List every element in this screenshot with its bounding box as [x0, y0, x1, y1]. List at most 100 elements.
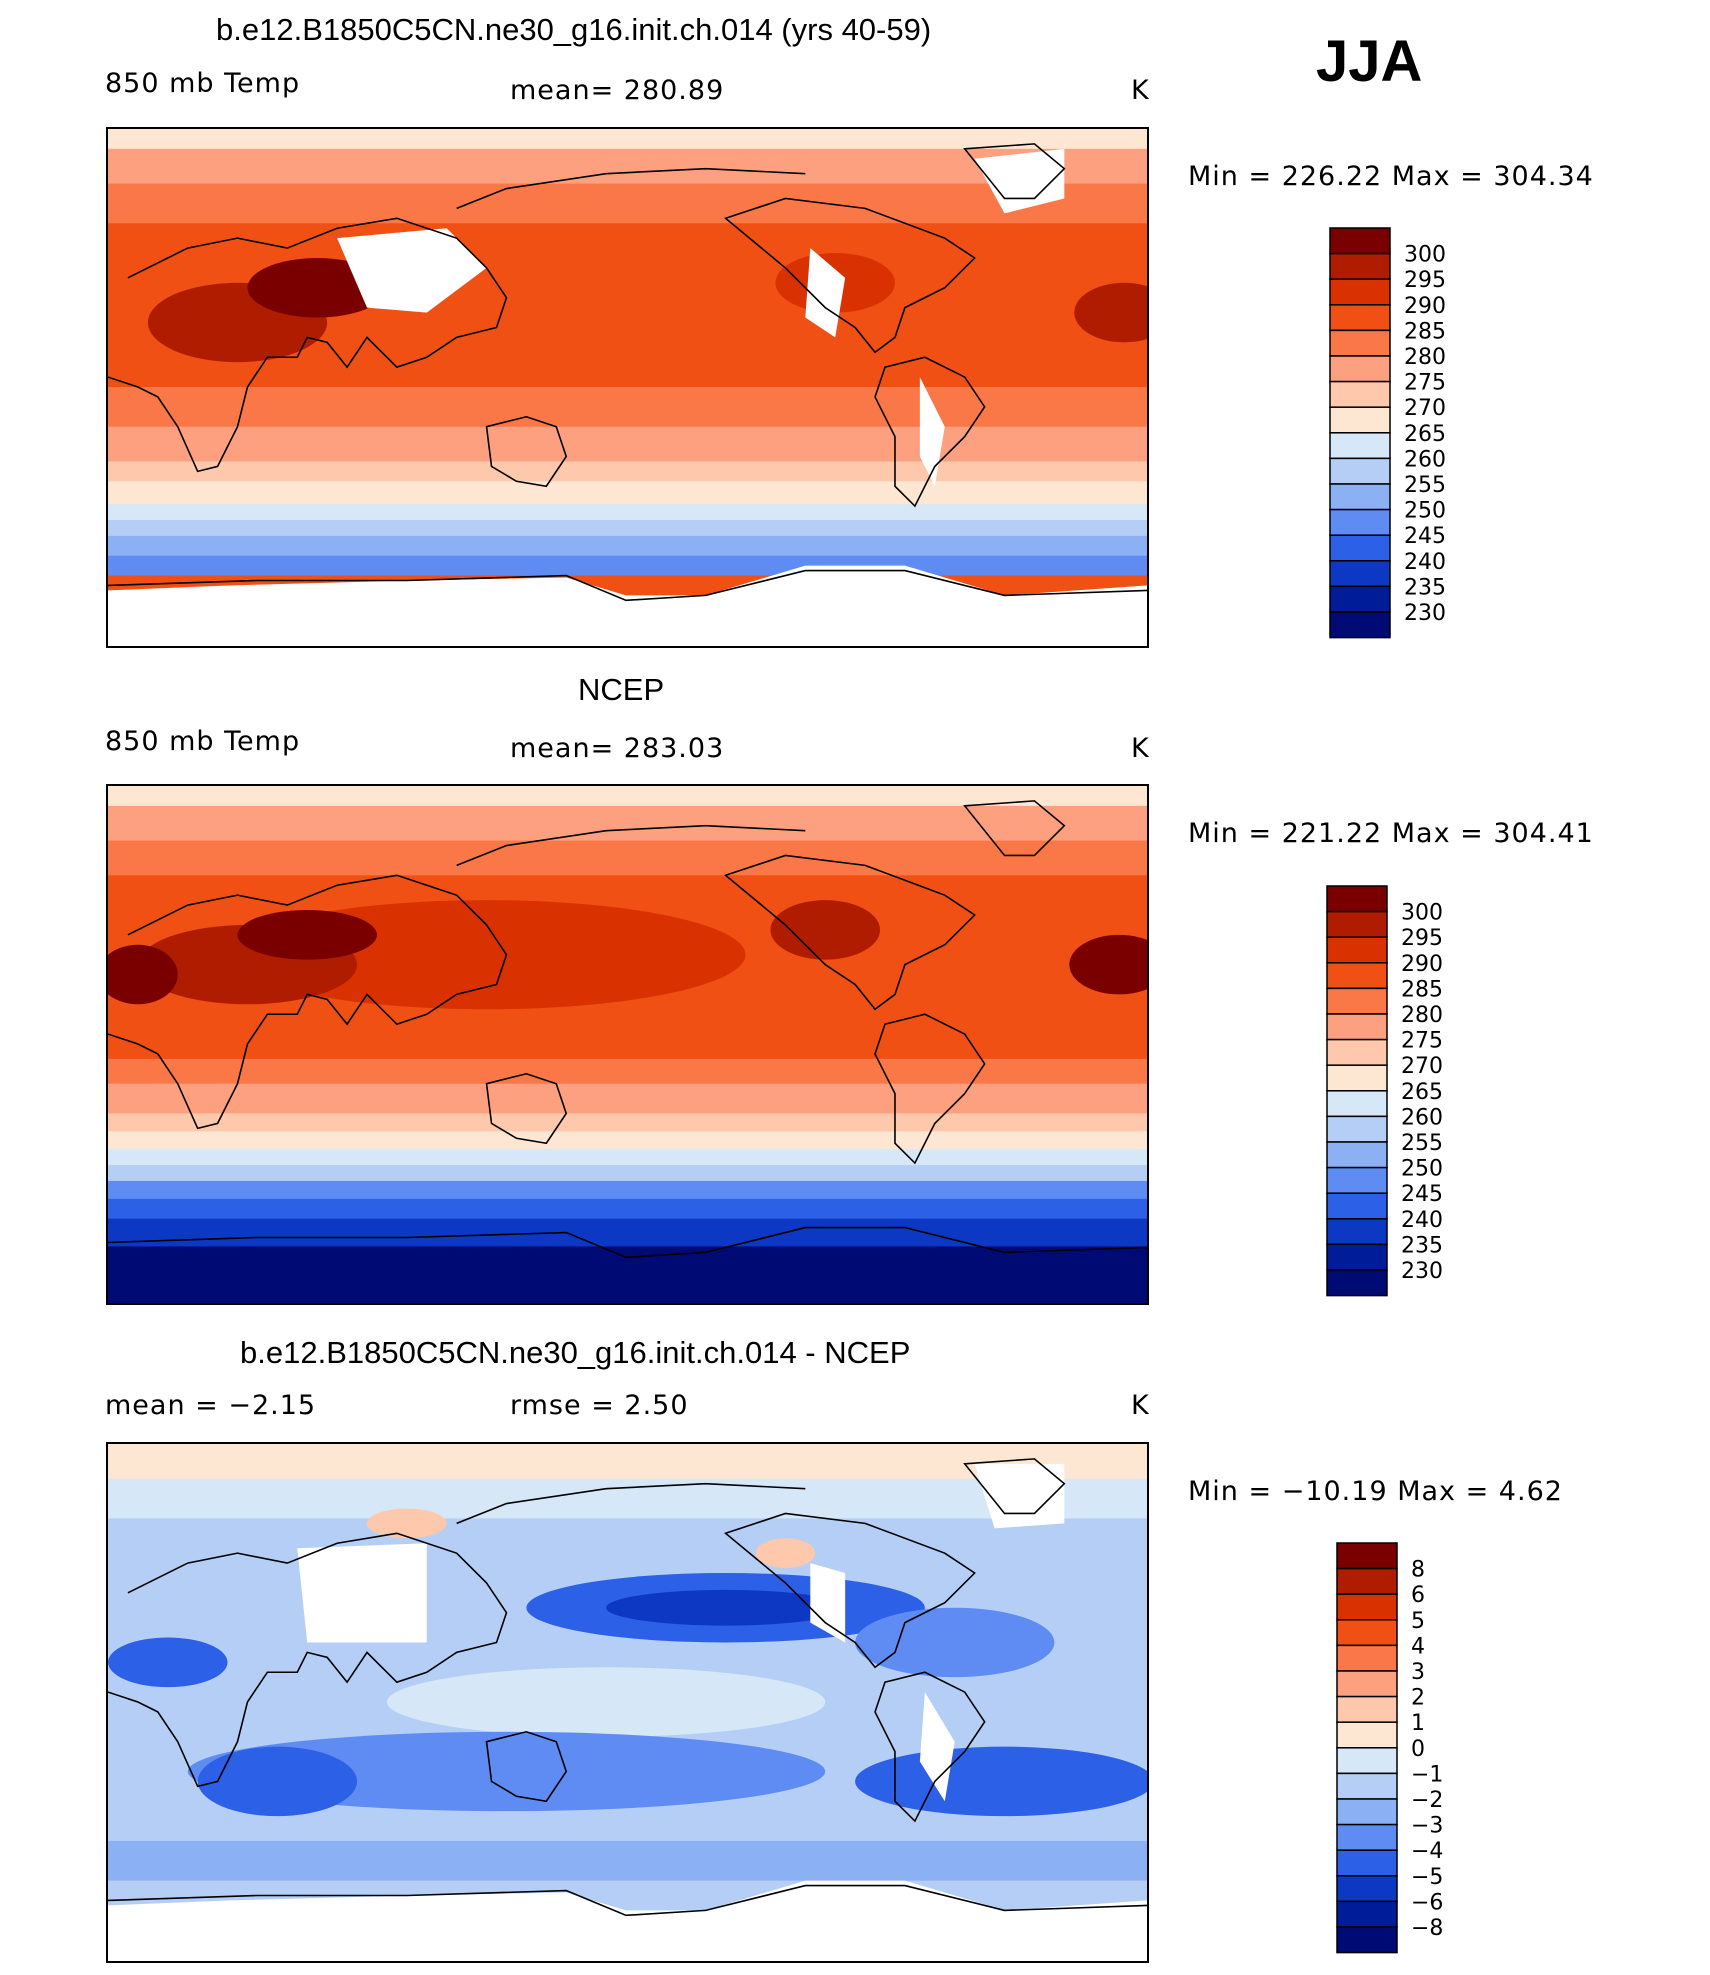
- coastlines: [108, 143, 1147, 602]
- colorbar-tick-label: 265: [1401, 1080, 1443, 1105]
- colorbar-swatch: [1336, 1900, 1398, 1928]
- colorbar-tick-label: 300: [1404, 243, 1446, 268]
- colorbar-swatch: [1336, 1798, 1398, 1826]
- hot-africa-wrap: [1069, 934, 1147, 995]
- colorbar-swatch: [1329, 611, 1391, 639]
- greenland-mask: [974, 148, 1065, 214]
- cold-north-pacific-core: [606, 1589, 846, 1626]
- colorbar-tick-label: 1: [1411, 1711, 1425, 1736]
- rockies-mask: [810, 1563, 846, 1643]
- colorbar-swatch: [1336, 1772, 1398, 1800]
- panel-model-minmax: Min = 226.22 Max = 304.34: [1188, 161, 1594, 192]
- colorbar-swatch: [1329, 380, 1391, 408]
- colorbar-swatch: [1326, 1013, 1388, 1041]
- colorbar-tick-label: 290: [1401, 952, 1443, 977]
- colorbar-tick-label: 260: [1401, 1105, 1443, 1130]
- greenland-mask: [974, 1463, 1065, 1529]
- colorbar-swatch: [1336, 1670, 1398, 1698]
- colorbar-swatch: [1336, 1721, 1398, 1749]
- colorbar-swatch: [1329, 585, 1391, 613]
- colorbar-tick-label: 275: [1401, 1029, 1443, 1054]
- warm-spot-north-america: [755, 1538, 816, 1569]
- colorbar-tick-label: 2: [1411, 1686, 1425, 1711]
- colorbar-tick-label: 6: [1411, 1583, 1425, 1608]
- colorbar-swatch: [1326, 1243, 1388, 1271]
- colorbar-tick-label: 265: [1404, 422, 1446, 447]
- andes-mask: [919, 377, 945, 487]
- band-southern-ocean: [108, 504, 1147, 522]
- cold-north-africa: [108, 1637, 228, 1688]
- panel-obs-colorbar: 300 295 290 285 280 275 270 265 260 255 250 245 240 2…: [1326, 885, 1487, 1306]
- band-south-polar-edge: [108, 481, 1147, 507]
- colorbar-swatch: [1336, 1619, 1398, 1647]
- colorbar-tick-label: 270: [1404, 396, 1446, 421]
- band-south-polar-edge: [108, 1131, 1147, 1152]
- colorbar-tick-label: 270: [1401, 1054, 1443, 1079]
- colorbar-tick-label: 300: [1401, 901, 1443, 926]
- warm-north-america: [770, 900, 881, 960]
- band-south-mid: [108, 1058, 1147, 1089]
- panel-diff-mean-label: mean = −2.15: [105, 1390, 317, 1421]
- colorbar-tick-label: 250: [1404, 499, 1446, 524]
- panel-model-colorbar: 300 295 290 285 280 275 270 265 260 255 250 245 240 2…: [1329, 227, 1490, 648]
- panel-obs-variable-label: 850 mb Temp: [105, 726, 301, 757]
- panel-model-title: b.e12.B1850C5CN.ne30_g16.init.ch.014 (yr…: [216, 12, 932, 47]
- colorbar-swatch: [1329, 406, 1391, 434]
- band-southern-ocean-3: [108, 1180, 1147, 1201]
- colorbar-tick-label: 280: [1401, 1003, 1443, 1028]
- panel-diff-title: b.e12.B1850C5CN.ne30_g16.init.ch.014 - N…: [240, 1335, 911, 1370]
- colorbar-swatch: [1326, 1064, 1388, 1092]
- colorbar-swatch: [1326, 936, 1388, 964]
- colorbar-tick-label: 240: [1404, 550, 1446, 575]
- colorbar-swatch: [1336, 1875, 1398, 1903]
- colorbar-tick-label: 295: [1401, 926, 1443, 951]
- band-southern-ocean-4: [108, 1198, 1147, 1221]
- colorbar-tick-label: −1: [1411, 1762, 1443, 1787]
- hot-sahara-edge: [108, 944, 178, 1005]
- colorbar-tick-label: 290: [1404, 294, 1446, 319]
- cold-atlantic: [855, 1607, 1055, 1678]
- colorbar-swatch: [1326, 910, 1388, 938]
- band-mid-lat: [108, 183, 1147, 224]
- colorbar-tick-label: −4: [1411, 1839, 1443, 1864]
- warm-bias-equatorial-pacific: [386, 1667, 826, 1737]
- colorbar-tick-label: 5: [1411, 1609, 1425, 1634]
- band-southern-ocean-3: [108, 535, 1147, 558]
- colorbar-swatch: [1329, 560, 1391, 588]
- colorbar-tick-label: −6: [1411, 1890, 1443, 1915]
- colorbar-swatch: [1329, 329, 1391, 357]
- hot-spot-west-africa-wrap: [1074, 282, 1147, 343]
- band-high-lat: [108, 805, 1147, 846]
- band-southern-ocean: [108, 1149, 1147, 1168]
- panel-diff-colorbar: 8 6 5 4 3 2 1 0 −1 −2 −3 −4 −5 −6 −8: [1336, 1542, 1497, 1963]
- colorbar-swatch: [1336, 1849, 1398, 1877]
- panel-diff-minmax: Min = −10.19 Max = 4.62: [1188, 1476, 1563, 1507]
- colorbar-swatch: [1326, 1166, 1388, 1194]
- colorbar-swatch: [1329, 457, 1391, 485]
- colorbar-swatch: [1329, 355, 1391, 383]
- colorbar-swatch: [1329, 432, 1391, 460]
- colorbar-tick-label: 275: [1404, 371, 1446, 396]
- colorbar-swatch: [1329, 534, 1391, 562]
- band-high-lat: [108, 1478, 1147, 1519]
- panel-obs-mean-label: mean= 283.03: [510, 733, 725, 764]
- panel-model-map: [106, 127, 1149, 648]
- panel-diff-map: [106, 1442, 1149, 1963]
- colorbar-swatch: [1326, 885, 1388, 913]
- colorbar-tick-label: 4: [1411, 1634, 1425, 1659]
- colorbar-tick-label: −8: [1411, 1916, 1443, 1941]
- colorbar-tick-label: 240: [1401, 1208, 1443, 1233]
- band-antarctic-coast: [108, 1218, 1147, 1249]
- colorbar-swatch: [1326, 1115, 1388, 1143]
- andes-mask: [919, 1692, 955, 1802]
- colorbar-swatch: [1329, 278, 1391, 306]
- band-antarctica: [108, 1246, 1147, 1303]
- colorbar-swatch: [1326, 1192, 1388, 1220]
- panel-diff-rmse-label: rmse = 2.50: [510, 1390, 689, 1421]
- warm-spot-central-asia: [367, 1508, 447, 1539]
- panel-obs-title: NCEP: [578, 672, 665, 707]
- colorbar-tick-label: −3: [1411, 1814, 1443, 1839]
- colorbar-swatch: [1329, 483, 1391, 511]
- tibet-mask: [297, 1543, 427, 1643]
- colorbar-tick-label: 235: [1404, 575, 1446, 600]
